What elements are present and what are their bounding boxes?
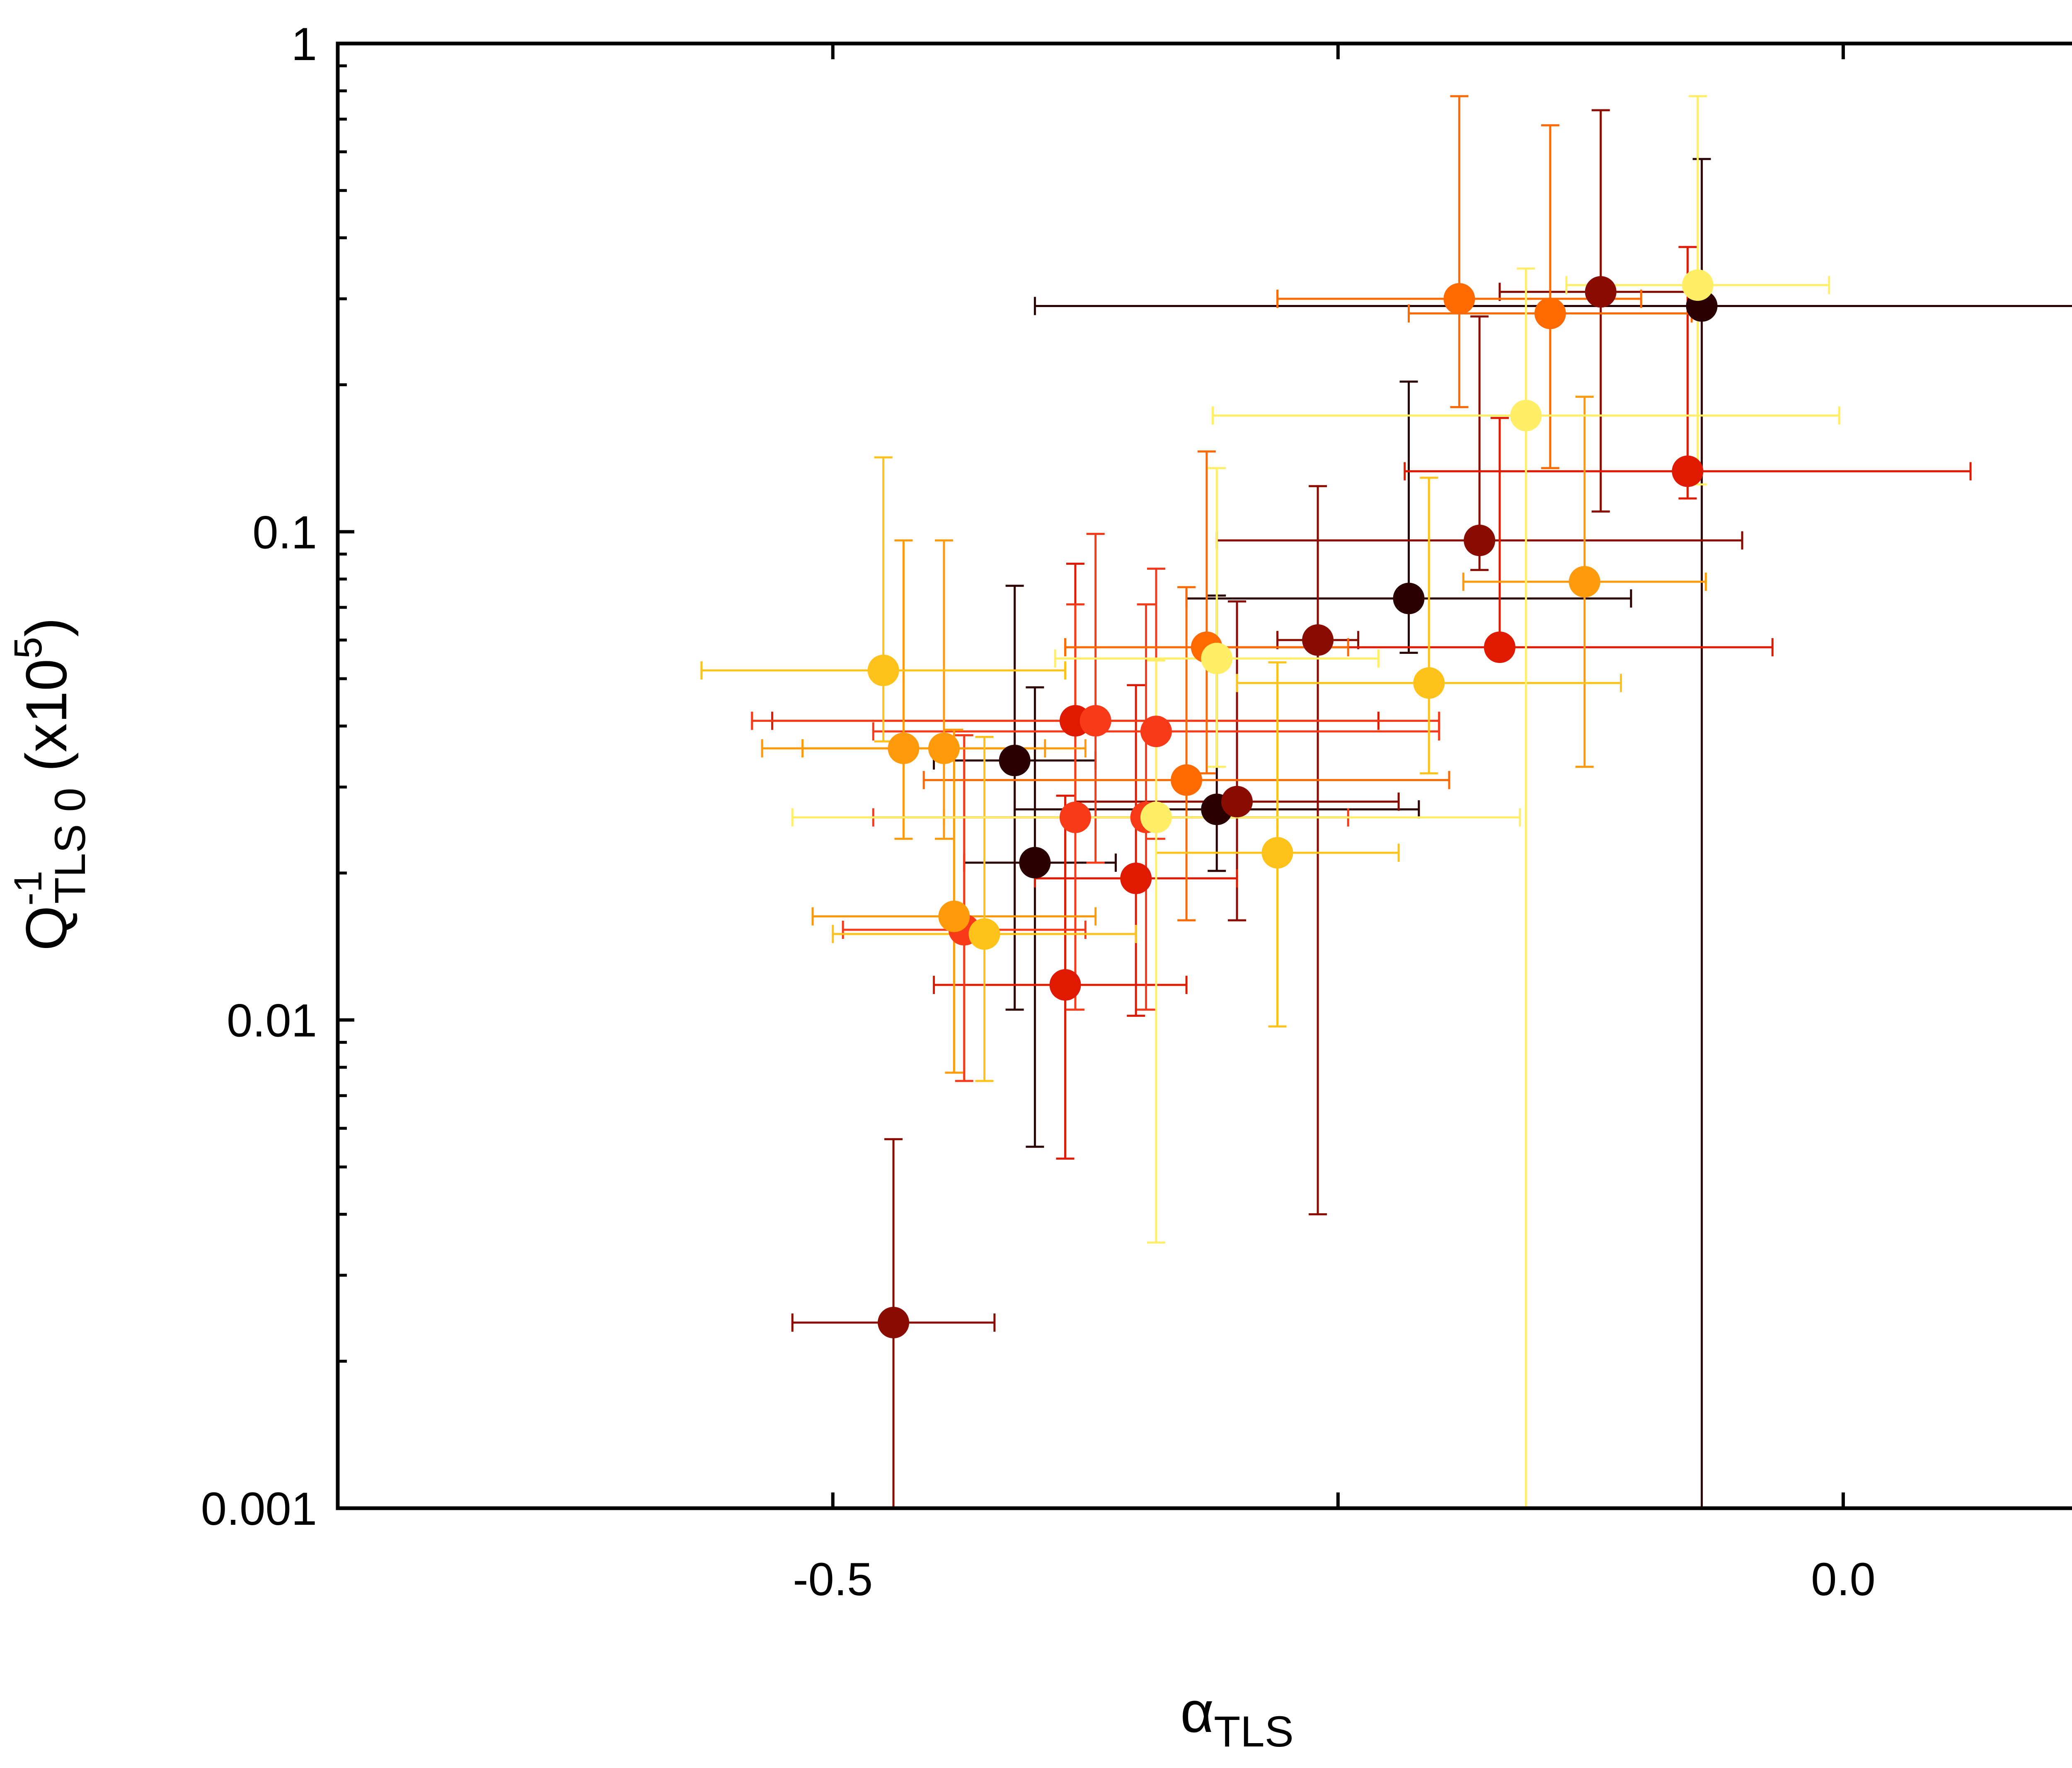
plot-frame — [336, 41, 2072, 1510]
error-bar — [1276, 485, 1360, 1216]
data-point — [1510, 399, 1542, 431]
y-axis-title-suffix-sup: 5 — [6, 637, 50, 659]
error-bar — [832, 735, 1137, 1082]
x-axis-title-sub: TLS — [1214, 1708, 1294, 1756]
y-tick-label: 0.1 — [252, 506, 317, 558]
data-point — [1534, 297, 1566, 329]
error-bars — [700, 95, 2072, 1509]
data-point — [1201, 643, 1233, 675]
tick-labels: -0.5 0.0 0.001 0.01 0.1 1 — [201, 18, 1876, 1605]
data-point — [1140, 716, 1172, 747]
data-point — [1140, 801, 1172, 833]
y-axis-title-suffix: (x10 — [14, 659, 79, 788]
data-points — [867, 269, 1718, 1338]
y-tick-label: 0.001 — [201, 1483, 317, 1535]
data-point — [1682, 269, 1714, 301]
data-point — [928, 733, 960, 764]
data-point — [1221, 786, 1253, 817]
error-bar — [1034, 158, 2072, 1509]
y-axis-title-sub: TLS 0 — [46, 788, 94, 904]
y-axis-title-sup: -1 — [6, 871, 50, 905]
data-point — [1393, 583, 1425, 614]
data-point — [1484, 631, 1515, 663]
axis-ticks — [338, 42, 1845, 1510]
error-bar — [761, 539, 1046, 840]
error-bar — [1276, 95, 1642, 409]
data-point — [1585, 276, 1617, 308]
x-tick-label: 0.0 — [1811, 1553, 1876, 1605]
error-bar — [1211, 267, 1840, 1509]
data-point — [1464, 525, 1496, 556]
error-bar — [751, 532, 1440, 864]
data-point — [1080, 705, 1111, 737]
data-point — [1120, 862, 1152, 894]
data-point — [968, 918, 1000, 950]
error-bar — [1236, 476, 1622, 774]
data-point — [938, 900, 970, 932]
data-point — [1171, 764, 1203, 796]
data-point — [1261, 837, 1293, 869]
y-axis-title-main: Q — [14, 906, 79, 951]
data-point — [1302, 624, 1334, 656]
error-bar — [1498, 109, 1703, 513]
x-tick-label: -0.5 — [793, 1553, 873, 1605]
y-axis-title-suffix-close: ) — [14, 617, 79, 637]
data-point — [1413, 667, 1445, 699]
error-bar — [700, 456, 1067, 743]
data-point — [1019, 847, 1051, 878]
y-axis-title-text: Q-1TLS 0 (x105) — [6, 617, 94, 951]
data-point — [1059, 801, 1091, 833]
x-axis-title: αTLS — [1180, 1679, 1294, 1756]
data-point — [878, 1306, 910, 1338]
data-point — [1672, 455, 1704, 487]
data-point — [1443, 283, 1475, 315]
error-bar — [933, 585, 1097, 1011]
y-axis-title: Q-1TLS 0 (x105) — [6, 617, 94, 951]
data-point — [1569, 566, 1600, 597]
data-point — [867, 654, 899, 686]
data-point — [999, 745, 1031, 776]
y-tick-label: 0.01 — [227, 995, 317, 1047]
y-tick-label: 1 — [291, 18, 317, 70]
error-bar — [801, 539, 1087, 840]
x-axis-title-main: α — [1180, 1679, 1214, 1744]
data-point — [1049, 969, 1081, 1001]
data-point — [888, 733, 920, 764]
